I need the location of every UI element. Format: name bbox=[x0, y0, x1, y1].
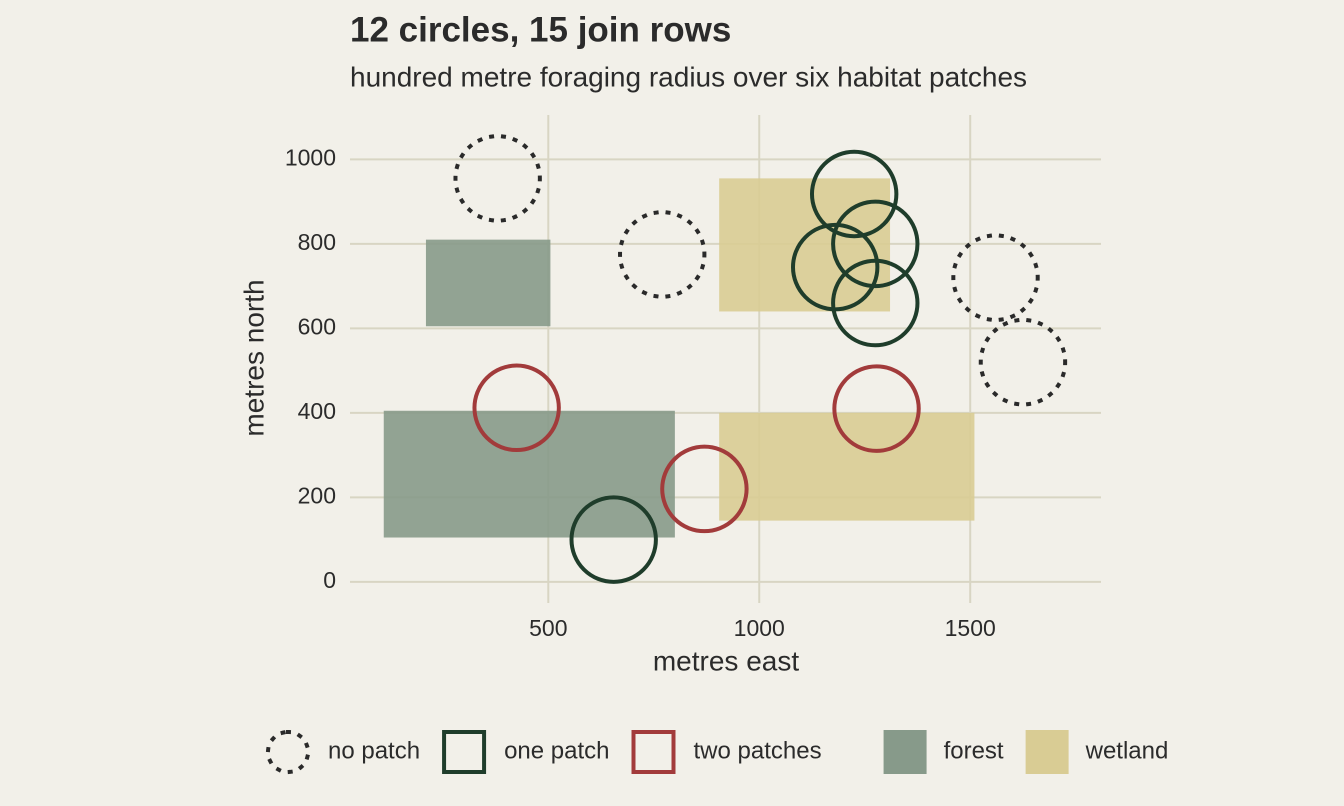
foraging-circle bbox=[809, 149, 899, 239]
foraging-circle bbox=[569, 495, 658, 584]
habitat-patch bbox=[425, 239, 551, 327]
legend-label: wetland bbox=[1085, 737, 1169, 764]
legend-swatch bbox=[442, 730, 487, 774]
legend-label: two patches bbox=[694, 737, 822, 764]
foraging-circle bbox=[660, 444, 749, 534]
habitat-patch bbox=[383, 410, 675, 538]
y-tick-label: 800 bbox=[298, 229, 336, 255]
y-tick-label: 600 bbox=[298, 313, 336, 339]
legend-swatch bbox=[266, 730, 310, 774]
foraging-circle bbox=[978, 317, 1068, 407]
foraging-circle bbox=[453, 134, 542, 223]
legend-swatch bbox=[1025, 730, 1069, 774]
y-axis-label: metres north bbox=[238, 279, 269, 436]
x-tick-label: 1000 bbox=[734, 615, 785, 641]
legend-label: one patch bbox=[504, 737, 609, 764]
habitat-patch bbox=[719, 412, 975, 521]
habitat-patch bbox=[719, 178, 891, 312]
foraging-circle bbox=[951, 233, 1040, 322]
legend-label: no patch bbox=[328, 737, 420, 764]
foraging-circle bbox=[831, 199, 920, 289]
chart-subtitle: hundred metre foraging radius over six h… bbox=[350, 61, 1027, 92]
foraging-circle bbox=[618, 210, 707, 299]
x-tick-label: 500 bbox=[529, 615, 567, 641]
foraging-circle bbox=[472, 363, 561, 453]
foraging-circle bbox=[831, 258, 920, 348]
y-tick-label: 1000 bbox=[285, 144, 336, 170]
chart-title: 12 circles, 15 join rows bbox=[350, 10, 731, 49]
legend-swatch bbox=[631, 730, 676, 774]
y-tick-label: 0 bbox=[323, 567, 336, 593]
legend-swatch bbox=[883, 730, 927, 774]
legend-label: forest bbox=[944, 737, 1004, 764]
x-axis-label: metres east bbox=[653, 645, 799, 676]
y-tick-label: 400 bbox=[298, 398, 336, 424]
x-tick-label: 1500 bbox=[945, 615, 996, 641]
foraging-circle bbox=[832, 364, 921, 453]
y-tick-label: 200 bbox=[298, 482, 336, 508]
